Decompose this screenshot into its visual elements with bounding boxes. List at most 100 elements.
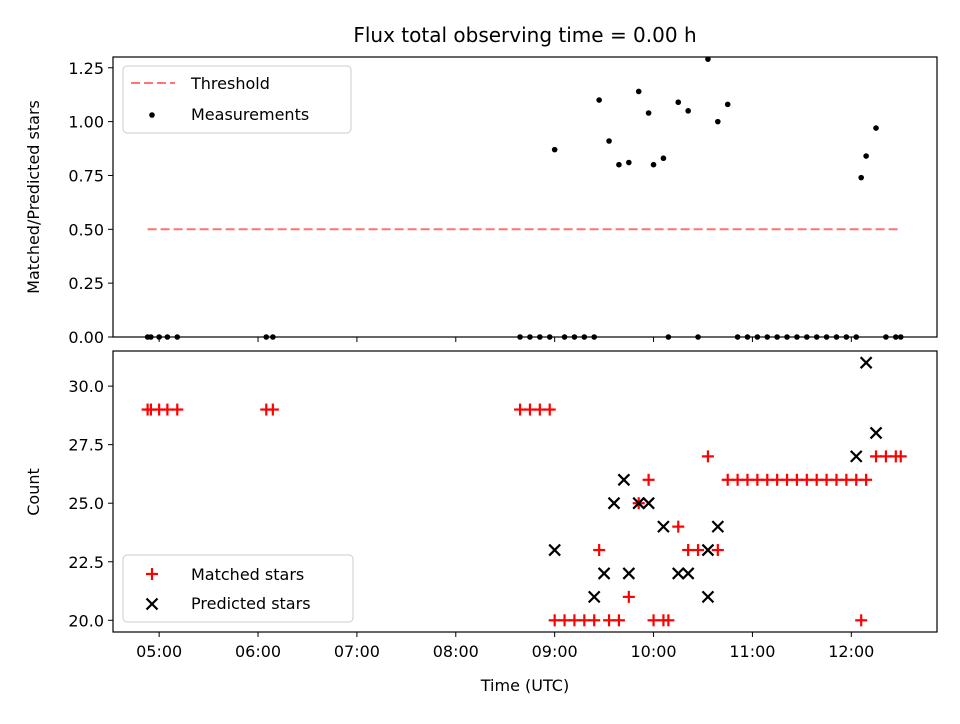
predicted-star-point [859, 356, 873, 369]
bottom-y-tick-label: 27.5 [68, 436, 104, 455]
matched-star-point [662, 614, 675, 627]
matched-star-point [622, 590, 635, 603]
x-ticks: 05:00 06:00 07:00 08:00 09:00 10:00 11:00 12:00 [136, 337, 874, 661]
top-axes-frame [112, 56, 938, 338]
matched-star-point [672, 520, 685, 533]
predicted-star-stroke [701, 543, 715, 557]
measurement-point [645, 110, 652, 116]
measurement-point [635, 88, 642, 95]
predicted-star-stroke [671, 567, 685, 580]
bottom-legend: Matched stars Predicted stars [122, 554, 354, 623]
bottom-y-tick-label: 22.5 [68, 553, 104, 572]
bottom-y-tick-label: 25.0 [68, 494, 104, 513]
x-tick-label: 09:00 [532, 642, 578, 661]
bottom-plot-area [141, 356, 907, 627]
top-legend-box [122, 65, 352, 134]
predicted-star-stroke [622, 567, 636, 580]
matched-star-point [701, 450, 714, 463]
measurement-point [650, 161, 657, 168]
measurement-point [616, 161, 622, 168]
predicted-star-stroke [711, 520, 725, 533]
legend-predicted-swatch [145, 597, 159, 611]
bottom-y-tick-label: 20.0 [68, 611, 104, 630]
matched-star-point [692, 544, 705, 557]
measurement-point [863, 153, 869, 159]
predicted-star-point [711, 520, 725, 533]
top-y-tick-label: 0.00 [68, 328, 104, 347]
matched-star-point [593, 544, 606, 557]
top-panel: 0.00 0.25 0.50 0.75 1.00 1.25 Matched/Predict… [24, 56, 938, 347]
predicted-star-stroke [681, 567, 695, 580]
top-y-tick-label: 0.50 [68, 220, 104, 239]
predicted-star-stroke [859, 356, 873, 369]
legend-matched-label: Matched stars [191, 565, 304, 584]
x-tick-label: 08:00 [433, 642, 479, 661]
matched-star-point [642, 473, 655, 486]
x-tick-label: 06:00 [235, 642, 281, 661]
measurement-point [596, 97, 602, 103]
bottom-axes-frame [112, 350, 938, 633]
measurement-point [685, 108, 691, 114]
matched-star-point [711, 544, 724, 557]
predicted-star-stroke [587, 590, 601, 604]
matched-star-point [894, 450, 907, 463]
predicted-star-point [849, 450, 863, 463]
top-y-tick-label: 0.25 [68, 274, 104, 293]
legend-measurements-label: Measurements [191, 105, 309, 124]
bottom-y-tick-label: 30.0 [68, 377, 104, 396]
top-y-ticks: 0.00 0.25 0.50 0.75 1.00 1.25 [68, 59, 113, 347]
predicted-star-point [681, 567, 695, 580]
predicted-star-stroke [701, 590, 715, 604]
x-tick-label: 11:00 [729, 642, 775, 661]
measurement-point [715, 118, 721, 125]
measurement-point [660, 155, 667, 162]
figure-title: Flux total observing time = 0.00 h [353, 23, 696, 47]
predicted-star-point [607, 496, 621, 510]
x-tick-label: 12:00 [828, 642, 874, 661]
x-tick-label: 07:00 [334, 642, 380, 661]
predicted-star-stroke [869, 426, 883, 440]
measurement-point [705, 56, 711, 62]
legend-measurements-swatch [149, 112, 155, 118]
predicted-star-point [587, 590, 601, 604]
bottom-panel: 20.0 22.5 25.0 27.5 30.0 05:00 06:00 07:00 08:0… [24, 337, 938, 695]
measurement-point [724, 101, 731, 108]
predicted-star-stroke [617, 473, 631, 487]
predicted-star-point [597, 567, 611, 580]
predicted-star-stroke [548, 543, 561, 557]
predicted-star-point [671, 567, 685, 580]
top-legend: Threshold Measurements [122, 65, 352, 134]
legend-predicted-label: Predicted stars [191, 594, 311, 613]
top-y-tick-label: 1.25 [68, 59, 104, 78]
matched-star-point [588, 614, 601, 627]
matched-star-point [266, 403, 279, 416]
matched-star-point [860, 473, 873, 486]
x-tick-label: 10:00 [630, 642, 676, 661]
measurement-point [675, 99, 682, 106]
predicted-star-stroke [849, 450, 863, 463]
top-y-tick-label: 0.75 [68, 166, 104, 185]
predicted-star-point [632, 496, 645, 510]
predicted-star-stroke [607, 496, 621, 510]
bottom-legend-box [122, 554, 354, 623]
predicted-star-point [701, 590, 715, 604]
measurement-point [626, 159, 632, 166]
measurement-point [873, 125, 879, 131]
measurement-point [606, 138, 612, 144]
measurement-point [858, 174, 864, 181]
predicted-star-point [617, 473, 631, 487]
matched-star-point [612, 614, 625, 627]
predicted-star-stroke [632, 496, 645, 510]
predicted-star-point [622, 567, 636, 580]
legend-predicted-stroke [145, 597, 159, 611]
legend-matched-swatch [146, 568, 158, 580]
bottom-y-axis-label: Count [24, 468, 43, 516]
predicted-star-point [701, 543, 715, 557]
predicted-star-stroke [642, 496, 655, 510]
bottom-y-ticks: 20.0 22.5 25.0 27.5 30.0 [68, 377, 113, 630]
x-axis-label: Time (UTC) [480, 676, 569, 695]
matched-star-point [171, 403, 184, 416]
top-y-axis-label: Matched/Predicted stars [24, 100, 43, 294]
matched-star-point [543, 403, 556, 416]
predicted-star-stroke [597, 567, 611, 580]
